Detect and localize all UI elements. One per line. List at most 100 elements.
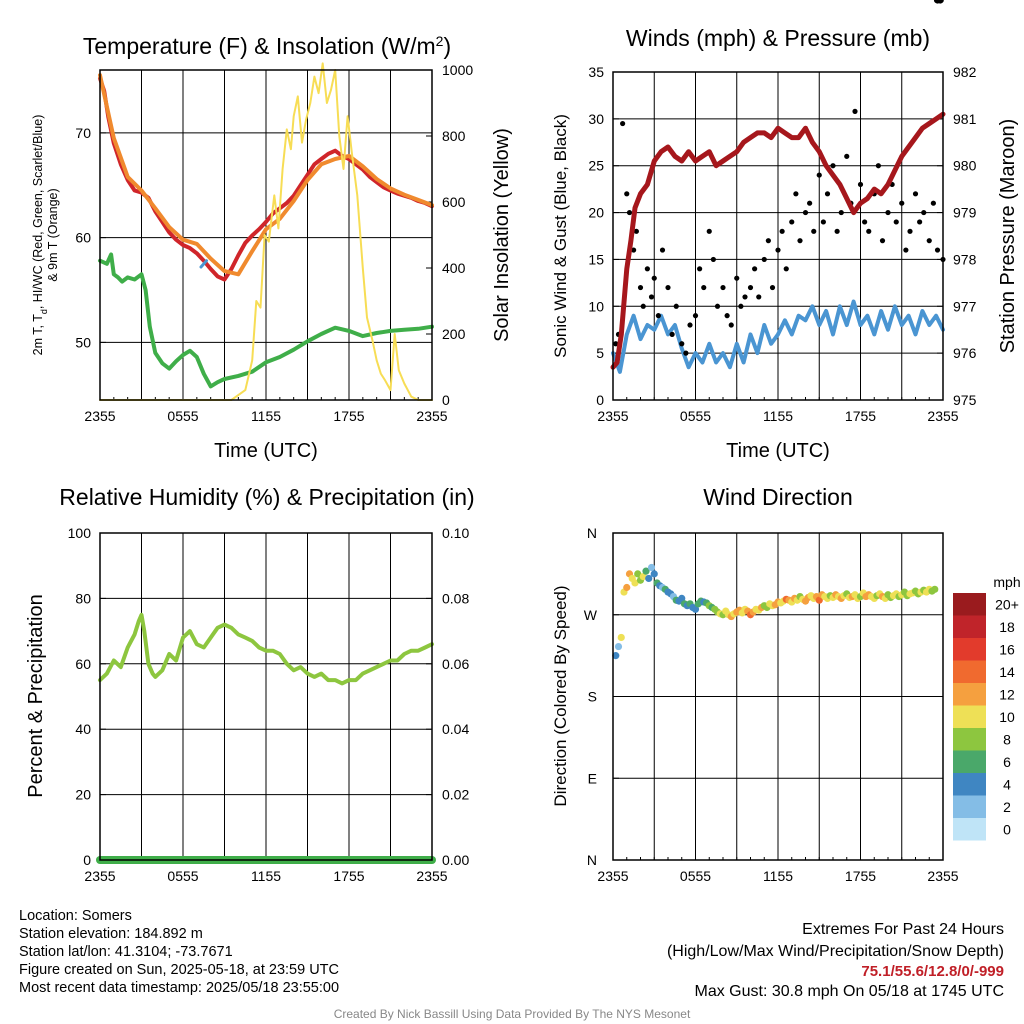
series-solar-insolation (99, 62, 433, 401)
recent-data-timestamp: Most recent data timestamp: 2025/05/18 2… (19, 980, 340, 996)
y2-tick-label: 200 (442, 326, 466, 342)
chart-title-1: Temperature (F) & Insolation (W/m2) (83, 33, 451, 59)
y-tick-label: 0 (596, 392, 604, 408)
legend-label: 20+ (995, 596, 1019, 612)
y2-tick-label: 977 (953, 298, 977, 314)
gust-point (613, 341, 619, 347)
x-tick-label: 0555 (167, 868, 198, 884)
x-tick-label: 1755 (333, 868, 364, 884)
gust-point (631, 247, 637, 253)
gust-point (724, 313, 730, 319)
y-tick-label: N (587, 852, 597, 868)
direction-point (623, 583, 631, 592)
gust-point (714, 303, 721, 309)
direction-point (815, 596, 823, 604)
y2-tick-label: 600 (442, 194, 466, 210)
y-tick-label: N (587, 525, 597, 541)
panel-3: Relative Humidity (%) & Precipitation (i… (25, 484, 475, 884)
y2-tick-label: 0.04 (442, 721, 469, 737)
extremes-values: 75.1/55.6/12.8/0/-999 (861, 963, 1004, 980)
direction-point (691, 605, 700, 613)
chart-title-2: Winds (mph) & Pressure (mb) (626, 25, 930, 51)
gust-point (648, 294, 655, 300)
legend-label: 10 (999, 709, 1015, 725)
series-relative-humidity (98, 612, 434, 686)
gust-point (793, 191, 799, 197)
gust-point (728, 322, 734, 328)
legend-swatch (953, 615, 986, 638)
x-tick-label: 2355 (84, 408, 115, 424)
plot-frame (99, 532, 433, 861)
gust-point (683, 350, 689, 356)
gust-point (811, 228, 817, 234)
y-tick-label: 80 (75, 590, 91, 606)
gust-point (637, 284, 644, 291)
x-tick-label: 0555 (680, 868, 711, 884)
gust-point (659, 247, 666, 253)
gust-point (701, 284, 707, 291)
gust-point (807, 200, 813, 206)
x-tick-label: 2355 (927, 868, 958, 884)
y-tick-label: 15 (588, 251, 604, 267)
gust-point (893, 219, 899, 225)
y2-tick-label: 0 (442, 392, 450, 408)
gust-point (852, 108, 858, 114)
max-gust: Max Gust: 30.8 mph On 05/18 at 1745 UTC (694, 983, 1005, 1000)
x-tick-label: 1755 (845, 408, 876, 424)
y2-tick-label: 1000 (442, 62, 473, 78)
x-axis-label: Time (UTC) (214, 440, 318, 462)
gust-point (734, 275, 740, 281)
gust-point (761, 256, 767, 263)
y2-tick-label: 975 (953, 392, 977, 408)
legend-swatch (953, 728, 986, 751)
x-axis-label: Time (UTC) (726, 440, 830, 462)
direction-point (614, 642, 623, 651)
y2-tick-label: 0.10 (442, 525, 469, 541)
direction-point (650, 570, 658, 578)
series-9m-t (98, 73, 434, 277)
gust-point (834, 228, 840, 234)
gust-point (921, 209, 927, 216)
legend-label: 8 (1003, 731, 1011, 747)
y-tick-label: 20 (75, 787, 91, 803)
y2-tick-label: 0.06 (442, 656, 469, 672)
station-location: Location: Somers (19, 908, 132, 924)
y-tick-label: W (584, 607, 598, 623)
y2-tick-label: 981 (953, 111, 977, 127)
gust-point (857, 181, 864, 188)
gust-point (797, 238, 803, 244)
gust-point (687, 322, 693, 328)
x-tick-label: 1755 (333, 408, 364, 424)
x-tick-label: 2355 (416, 408, 447, 424)
gust-point (710, 256, 716, 263)
legend-title: mph (993, 574, 1020, 590)
legend-swatch (953, 795, 986, 818)
chart-title-4: Wind Direction (703, 484, 853, 510)
x-tick-label: 1155 (251, 868, 281, 884)
gust-point (862, 219, 868, 225)
direction-point (642, 567, 650, 575)
y-tick-label: 25 (588, 158, 604, 174)
direction-point (936, 0, 944, 4)
x-tick-label: 2355 (597, 408, 628, 424)
y-tick-label: 35 (588, 64, 604, 80)
y-axis-label: Percent & Precipitation (25, 594, 47, 797)
series-2m-td (98, 252, 434, 389)
credit-line: Created By Nick Bassill Using Data Provi… (333, 1007, 691, 1021)
y-tick-label: 0 (83, 852, 91, 868)
gust-point (844, 153, 850, 159)
gust-point (633, 228, 639, 234)
legend-swatch (953, 593, 986, 616)
gust-point (626, 209, 633, 216)
direction-point (612, 652, 620, 660)
gust-point (830, 163, 836, 169)
gust-point (640, 303, 646, 309)
gust-point (879, 238, 886, 244)
y2-tick-label: 0.00 (442, 852, 469, 868)
y2-tick-label: 980 (953, 158, 977, 174)
y-tick-label: 50 (75, 334, 91, 350)
gust-point (765, 238, 771, 244)
plot-frame (612, 532, 944, 861)
y-tick-label: 5 (596, 345, 604, 361)
